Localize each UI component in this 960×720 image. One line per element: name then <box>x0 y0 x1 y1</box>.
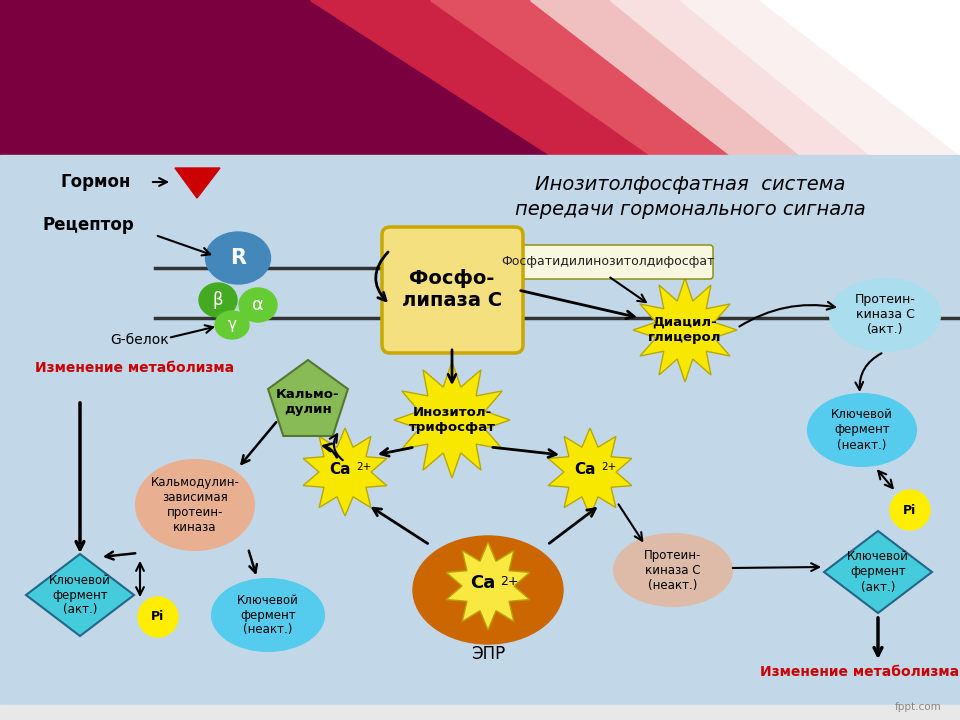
Polygon shape <box>430 0 960 155</box>
Text: α: α <box>252 296 264 314</box>
Text: Ключевой
фермент
(акт.): Ключевой фермент (акт.) <box>49 574 111 616</box>
Text: Гормон: Гормон <box>60 173 131 191</box>
Text: Ca: Ca <box>470 574 495 592</box>
Bar <box>0 0 960 155</box>
Text: G-белок: G-белок <box>110 333 169 347</box>
Polygon shape <box>175 168 220 198</box>
Polygon shape <box>610 0 960 155</box>
Text: 2+: 2+ <box>601 462 616 472</box>
Text: R: R <box>230 248 246 268</box>
Text: Фосфо-
липаза С: Фосфо- липаза С <box>402 269 502 310</box>
Polygon shape <box>394 362 510 478</box>
Text: Протеин-
киназа С
(акт.): Протеин- киназа С (акт.) <box>854 294 916 336</box>
Text: Ca: Ca <box>329 462 350 477</box>
Polygon shape <box>310 0 960 155</box>
Text: Ключевой
фермент
(неакт.): Ключевой фермент (неакт.) <box>237 593 299 636</box>
Text: Диацил-
глицерол: Диацил- глицерол <box>648 316 722 344</box>
Text: Изменение метаболизма: Изменение метаболизма <box>35 361 234 375</box>
FancyBboxPatch shape <box>382 227 523 353</box>
Text: Изменение метаболизма: Изменение метаболизма <box>760 665 959 679</box>
Ellipse shape <box>215 311 249 339</box>
Text: 2+: 2+ <box>356 462 372 472</box>
Polygon shape <box>530 0 960 155</box>
Text: Ключевой
фермент
(акт.): Ключевой фермент (акт.) <box>847 551 909 593</box>
Bar <box>0 705 960 720</box>
Bar <box>0 155 960 715</box>
Text: Рецептор: Рецептор <box>42 216 133 234</box>
Text: Инозитол-
трифосфат: Инозитол- трифосфат <box>409 406 495 434</box>
Text: передачи гормонального сигнала: передачи гормонального сигнала <box>515 200 865 219</box>
Ellipse shape <box>614 534 732 606</box>
Polygon shape <box>824 531 932 613</box>
Text: Протеин-
киназа С
(неакт.): Протеин- киназа С (неакт.) <box>644 549 702 592</box>
Polygon shape <box>268 360 348 436</box>
Ellipse shape <box>830 279 940 351</box>
Text: β: β <box>213 291 224 309</box>
Text: Фосфатидилинозитолдифосфат: Фосфатидилинозитолдифосфат <box>501 256 715 269</box>
Ellipse shape <box>205 232 271 284</box>
Polygon shape <box>446 542 530 630</box>
Polygon shape <box>680 0 960 155</box>
Polygon shape <box>548 428 632 516</box>
Polygon shape <box>633 278 737 382</box>
Text: Ca: Ca <box>574 462 596 477</box>
Text: Инозитолфосфатная  система: Инозитолфосфатная система <box>535 175 845 194</box>
Text: Кальмодулин-
зависимая
протеин-
киназа: Кальмодулин- зависимая протеин- киназа <box>151 476 239 534</box>
Text: fppt.com: fppt.com <box>896 702 942 712</box>
Text: Ключевой
фермент
(неакт.): Ключевой фермент (неакт.) <box>831 408 893 451</box>
Text: 2+: 2+ <box>500 575 518 588</box>
Circle shape <box>890 490 930 530</box>
Ellipse shape <box>212 579 324 651</box>
Text: γ: γ <box>228 318 236 333</box>
Text: Pi: Pi <box>903 503 917 516</box>
FancyBboxPatch shape <box>502 245 713 279</box>
Text: Pi: Pi <box>152 611 164 624</box>
Ellipse shape <box>413 536 563 644</box>
Text: Кальмо-
дулин: Кальмо- дулин <box>276 388 340 416</box>
Polygon shape <box>26 554 134 636</box>
Circle shape <box>138 597 178 637</box>
Ellipse shape <box>136 460 254 550</box>
Ellipse shape <box>808 394 916 466</box>
Text: ЭПР: ЭПР <box>470 645 505 663</box>
Polygon shape <box>760 0 960 155</box>
Ellipse shape <box>199 283 237 317</box>
Ellipse shape <box>239 288 277 322</box>
Polygon shape <box>303 428 387 516</box>
